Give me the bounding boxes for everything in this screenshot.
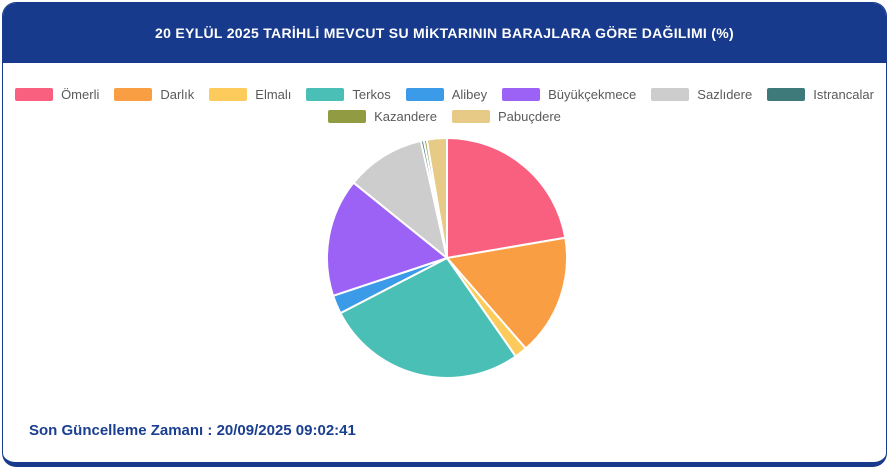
pie-slice-terkos[interactable]: [339, 257, 517, 379]
legend-item-terkos[interactable]: Terkos: [306, 87, 391, 102]
legend-swatch-icon: [114, 88, 153, 101]
legend-label: Sazlıdere: [697, 87, 753, 102]
legend-item-istrancalar[interactable]: Istrancalar: [767, 87, 874, 102]
legend-item-kazandere[interactable]: Kazandere: [328, 109, 437, 124]
legend-label: Darlık: [160, 87, 195, 102]
legend-swatch-icon: [306, 88, 345, 101]
legend-label: Istrancalar: [813, 87, 874, 102]
legend-swatch-icon: [328, 110, 367, 123]
last-update: Son Güncelleme Zamanı : 20/09/2025 09:02…: [29, 422, 356, 439]
legend-item-alibey[interactable]: Alibey: [405, 87, 488, 102]
pie-slice-sazlıdere[interactable]: [352, 139, 448, 259]
legend-swatch-icon: [209, 88, 248, 101]
legend-label: Ömerli: [61, 87, 100, 102]
pie-slice-pabuçdere[interactable]: [425, 136, 448, 259]
legend-label: Terkos: [352, 87, 391, 102]
legend-row: Kazandere Pabuçdere: [328, 109, 561, 124]
pie-slice-darlık[interactable]: [446, 236, 568, 350]
legend-label: Alibey: [451, 87, 488, 102]
legend-swatch-icon: [405, 88, 444, 101]
pie-slice-ömerli[interactable]: [446, 137, 567, 259]
pie-slice-büyükçekmece[interactable]: [326, 181, 448, 297]
legend-swatch-icon: [502, 88, 541, 101]
last-update-separator: :: [203, 422, 217, 439]
chart-legend: Ömerli Darlık Elmalı Terkos Alibey Büyükçekme…: [3, 87, 886, 124]
last-update-value: 20/09/2025 09:02:41: [216, 422, 356, 439]
card-header: 20 EYLÜL 2025 TARİHLİ MEVCUT SU MİKTARIN…: [3, 3, 886, 63]
pie-chart: [326, 136, 568, 379]
legend-item-darlık[interactable]: Darlık: [114, 87, 194, 102]
legend-item-elmalı[interactable]: Elmalı: [209, 87, 291, 102]
legend-item-pabuçdere[interactable]: Pabuçdere: [452, 109, 561, 124]
legend-swatch-icon: [651, 88, 690, 101]
legend-swatch-icon: [767, 88, 806, 101]
chart-title: 20 EYLÜL 2025 TARİHLİ MEVCUT SU MİKTARIN…: [155, 25, 734, 41]
legend-swatch-icon: [15, 88, 54, 101]
last-update-label: Son Güncelleme Zamanı: [29, 422, 204, 439]
legend-label: Elmalı: [255, 87, 292, 102]
legend-item-ömerli[interactable]: Ömerli: [15, 87, 99, 102]
legend-row: Ömerli Darlık Elmalı Terkos Alibey Büyükçekme…: [15, 87, 874, 102]
legend-item-sazlıdere[interactable]: Sazlıdere: [651, 87, 752, 102]
legend-swatch-icon: [452, 110, 490, 123]
legend-label: Kazandere: [374, 109, 437, 124]
pie-chart-container: [324, 135, 570, 381]
legend-item-büyükçekmece[interactable]: Büyükçekmece: [502, 87, 636, 102]
legend-label: Büyükçekmece: [548, 87, 637, 102]
legend-label: Pabuçdere: [498, 109, 561, 124]
